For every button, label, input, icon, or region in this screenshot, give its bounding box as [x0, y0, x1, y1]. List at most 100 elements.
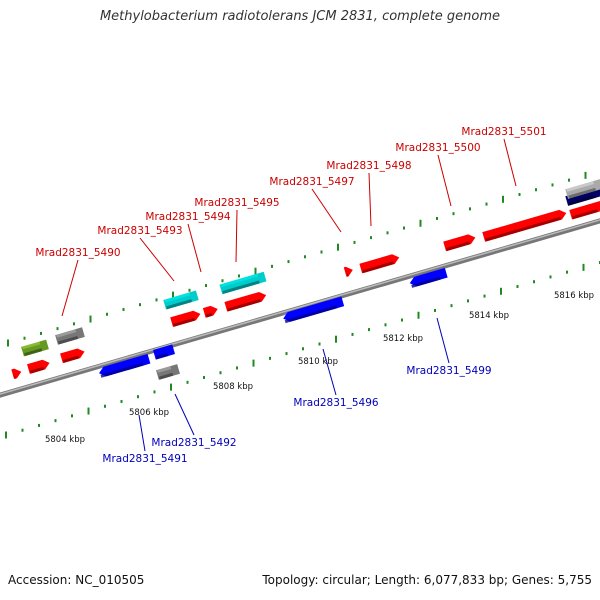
leader-line	[138, 414, 146, 452]
scale-dot	[89, 315, 92, 323]
scale-dot	[73, 322, 75, 326]
scale-dot	[401, 318, 403, 322]
scale-dot	[320, 250, 323, 254]
scale-dot	[285, 352, 288, 356]
gene-blue	[98, 353, 151, 378]
gene-label-forward: Mrad2831_5497	[269, 176, 354, 188]
scale-dot	[452, 212, 455, 216]
gene-blue	[282, 296, 345, 324]
scale-dot	[337, 243, 339, 251]
scale-dot	[368, 328, 370, 332]
leader-line	[437, 154, 452, 207]
gene-gray	[156, 364, 180, 380]
leader-line	[235, 209, 238, 263]
gene-light-gray	[565, 179, 600, 199]
scale-dot	[370, 236, 372, 240]
scale-dot	[566, 270, 568, 274]
gene-blue	[409, 267, 448, 288]
gene-label-forward: Mrad2831_5495	[194, 197, 279, 209]
scale-dot	[23, 336, 26, 340]
gene-label-reverse: Mrad2831_5499	[406, 365, 491, 377]
gene-gray	[55, 327, 85, 345]
scale-dot	[38, 423, 40, 427]
scale-dot	[304, 255, 306, 259]
scale-dot	[5, 431, 7, 439]
scale-dot	[21, 428, 24, 432]
scale-dot	[535, 188, 537, 192]
scale-dot	[450, 304, 453, 308]
scale-dot	[351, 332, 354, 336]
scale-dot	[87, 407, 90, 415]
scale-dot	[483, 294, 486, 298]
scale-dot	[271, 264, 273, 268]
gene-red	[27, 359, 50, 374]
leader-line	[311, 188, 342, 233]
scale-tick-label: 5816 kbp	[554, 291, 594, 301]
scale-dot	[219, 371, 222, 375]
leader-line	[503, 138, 517, 187]
scale-dot	[104, 404, 106, 408]
scale-tick-labels: 5804 kbp 5806 kbp 5808 kbp 5810 kbp 5812 kbp…	[45, 291, 594, 445]
scale-dot	[582, 263, 585, 271]
scale-tick-label: 5804 kbp	[45, 435, 85, 445]
accession-text: Accession: NC_010505	[8, 573, 145, 587]
gene-red	[224, 292, 267, 312]
leader-line	[322, 348, 337, 396]
leader-line	[436, 317, 450, 364]
scale-tick-label: 5806 kbp	[129, 408, 169, 418]
scale-dot	[236, 366, 238, 370]
gene-label-reverse: Mrad2831_5492	[151, 437, 236, 449]
gene-label-reverse: Mrad2831_5496	[293, 397, 378, 409]
scale-tick-label: 5814 kbp	[469, 311, 509, 321]
scale-dot	[353, 240, 356, 244]
leader-line	[174, 393, 195, 436]
scale-dot	[551, 183, 554, 187]
gene-red	[343, 266, 353, 277]
gene-labels: Mrad2831_5490 Mrad2831_5493 Mrad2831_5494 M…	[35, 126, 546, 465]
gene-label-forward: Mrad2831_5493	[97, 225, 182, 237]
gene-label-forward: Mrad2831_5500	[395, 142, 480, 154]
scale-dot	[54, 419, 57, 423]
scale-dot	[252, 359, 255, 367]
scale-dot	[186, 380, 189, 384]
upper-scale-line	[7, 171, 587, 347]
scale-dot	[434, 308, 436, 312]
scale-dot	[106, 312, 108, 316]
gene-label-forward: Mrad2831_5498	[326, 160, 411, 172]
scale-dot	[203, 376, 205, 380]
scale-dot	[518, 193, 521, 197]
scale-dot	[436, 216, 438, 220]
scale-dot	[502, 195, 504, 203]
scale-tick-label: 5812 kbp	[383, 334, 423, 344]
scale-dot	[155, 298, 158, 302]
scale-dot	[188, 288, 191, 292]
gene-label-forward: Mrad2831_5501	[461, 126, 546, 138]
gene-olive	[21, 339, 49, 357]
label-leaders	[61, 138, 517, 452]
scale-dot	[302, 347, 304, 351]
scale-dot	[335, 335, 337, 343]
scale-dot	[254, 267, 257, 275]
scale-dot	[269, 356, 271, 360]
genome-backbone	[0, 218, 600, 398]
gene-label-forward: Mrad2831_5494	[145, 211, 230, 223]
scale-dot	[568, 178, 570, 182]
scale-dot	[238, 274, 240, 278]
map-title: Methylobacterium radiotolerans JCM 2831,…	[99, 9, 501, 24]
gene-red	[482, 209, 567, 242]
scale-tick-label: 5808 kbp	[213, 382, 253, 392]
lower-scale-line	[5, 261, 600, 439]
gene-blue	[153, 344, 175, 360]
gene-red	[11, 368, 22, 380]
gene-cyan	[219, 271, 267, 295]
scale-dot	[40, 331, 42, 335]
scale-dot	[318, 342, 321, 346]
scale-dot	[56, 327, 59, 331]
scale-dot	[516, 285, 519, 289]
scale-dots	[5, 171, 600, 439]
leader-line	[187, 223, 202, 273]
scale-dot	[7, 339, 9, 347]
scale-dot	[467, 299, 469, 303]
gene-red	[60, 348, 85, 364]
genome-summary-text: Topology: circular; Length: 6,077,833 bp…	[262, 573, 592, 587]
